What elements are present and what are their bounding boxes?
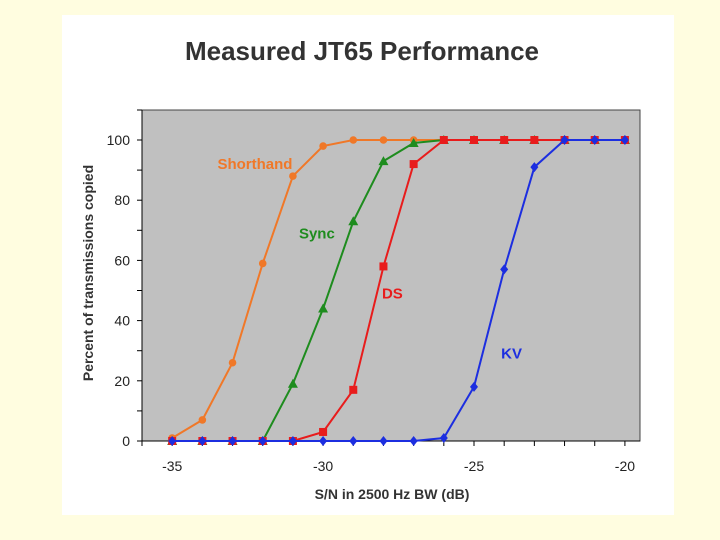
data-point-ds: [500, 136, 509, 144]
data-point-kv: [530, 162, 539, 173]
data-point-shorthand: [198, 416, 207, 424]
series-layer: [167, 135, 630, 446]
series-label-kv: KV: [501, 346, 522, 363]
data-point-ds: [349, 385, 358, 394]
data-point-ds: [439, 136, 448, 144]
data-point-ds: [409, 160, 418, 169]
data-point-kv: [620, 135, 629, 145]
x-tick-label: -35: [162, 458, 182, 474]
series-line-kv: [172, 139, 625, 442]
x-tick-label: -30: [313, 458, 333, 474]
data-point-shorthand: [379, 136, 388, 144]
data-point-kv: [500, 264, 509, 275]
y-tick-label: 40: [114, 313, 130, 329]
x-axis-title: S/N in 2500 Hz BW (dB): [315, 486, 470, 502]
data-point-shorthand: [349, 136, 358, 144]
series-label-sync: Sync: [299, 225, 335, 242]
data-point-ds: [319, 427, 328, 436]
data-point-kv: [470, 381, 478, 392]
data-point-kv: [258, 436, 267, 446]
data-point-sync: [378, 156, 389, 166]
y-tick-label: 60: [114, 252, 130, 268]
y-tick-label: 80: [114, 192, 130, 208]
data-point-kv: [168, 436, 177, 446]
chart: Measured JT65 Performance 0 20 40 60 80 100 -3…: [80, 36, 641, 502]
series-kv: [168, 135, 629, 446]
data-point-ds: [379, 262, 388, 271]
data-point-kv: [560, 135, 569, 145]
data-point-kv: [198, 436, 207, 446]
chart-title: Measured JT65 Performance: [185, 36, 539, 66]
slide: Measured JT65 Performance 0 20 40 60 80 100 -3…: [62, 15, 674, 515]
data-point-kv: [439, 432, 448, 443]
x-tick-label: -20: [615, 458, 635, 474]
data-point-sync: [408, 138, 419, 148]
data-point-shorthand: [228, 358, 237, 367]
data-point-kv: [379, 436, 388, 446]
annotation-layer: Shorthand Sync DS KV: [217, 156, 522, 363]
data-point-ds: [470, 136, 478, 144]
data-point-kv: [590, 135, 599, 145]
data-point-kv: [319, 436, 328, 446]
y-tick-label: 0: [122, 433, 130, 449]
data-point-sync: [318, 303, 329, 313]
data-point-kv: [288, 436, 297, 446]
data-point-ds: [530, 136, 539, 144]
series-label-shorthand: Shorthand: [217, 156, 292, 173]
data-point-kv: [349, 436, 358, 446]
y-tick-label: 100: [107, 132, 131, 148]
data-point-shorthand: [319, 142, 327, 150]
series-label-ds: DS: [382, 286, 403, 303]
data-point-shorthand: [289, 172, 297, 180]
axis-ticks: 0 20 40 60 80 100 -35 -30 -25 -20: [107, 109, 635, 474]
x-tick-label: -25: [464, 458, 484, 474]
y-axis-title: Percent of transmissions copied: [80, 165, 96, 381]
plot-area: [141, 109, 641, 442]
data-point-kv: [409, 436, 418, 446]
y-tick-label: 20: [114, 373, 130, 389]
data-point-sync: [287, 378, 298, 388]
data-point-shorthand: [258, 259, 267, 268]
data-point-kv: [228, 436, 237, 446]
data-point-sync: [348, 216, 359, 226]
